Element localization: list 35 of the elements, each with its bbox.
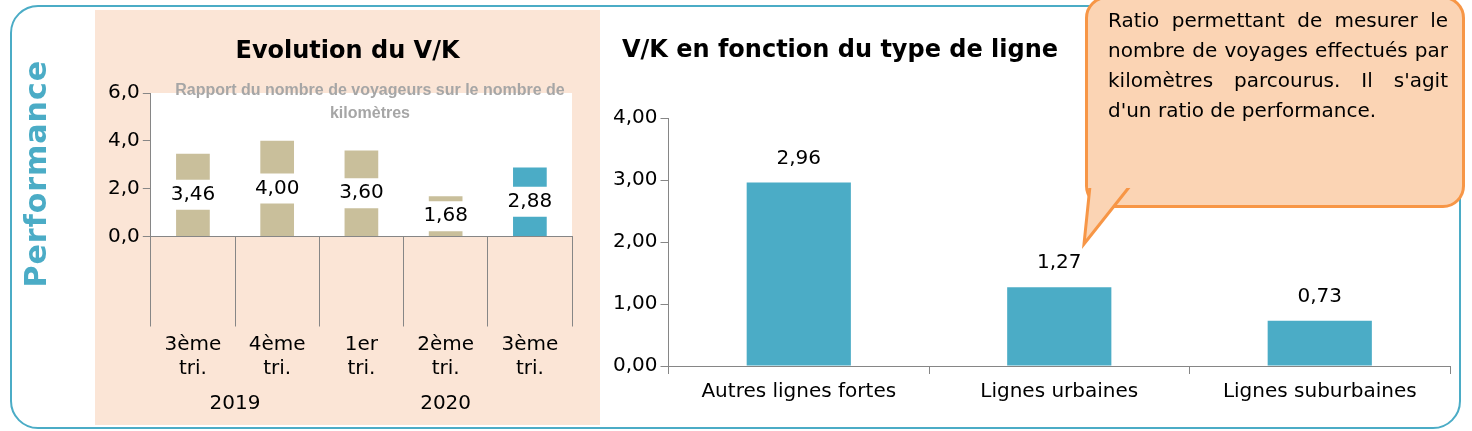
chart-title: V/K en fonction du type de ligne (620, 35, 1060, 63)
bar (1007, 287, 1112, 366)
x-tick-label: 4ème tri. (248, 330, 306, 379)
x-tick-label: 2ème tri. (417, 330, 475, 379)
bar (1267, 320, 1372, 366)
chart-title: Evolution du V/K (234, 36, 461, 64)
text: 2019 (208, 390, 262, 414)
data-label: 2,96 (776, 144, 822, 169)
annotation: Ratio permettant de mesurer le nombre de voyages effectués par kilomètres parcourus. Il s'agit d'un ratio de performance. (1108, 7, 1448, 124)
y-axis-title: Performance (17, 59, 53, 288)
data-label: 3,46 (170, 181, 216, 206)
data-label: 0,73 (1297, 282, 1343, 307)
y-tick-label: 2,00 (613, 228, 658, 253)
x-tick-label: 1er tri. (344, 330, 379, 379)
data-label: 3,60 (339, 179, 384, 204)
y-tick-label: 4,0 (107, 127, 140, 152)
x-tick-label: Autres lignes fortes (701, 378, 897, 403)
y-tick-label: 1,00 (613, 290, 658, 315)
x-tick-label: 3ème tri. (164, 330, 222, 379)
chart-subtitle: Rapport du nombre de voyageurs sur le nombre de kilomètres (175, 80, 565, 123)
bar (746, 182, 851, 366)
data-label: 2,88 (507, 188, 553, 213)
y-tick-label: 0,0 (107, 222, 140, 247)
x-tick-label: 3ème tri. (501, 330, 559, 379)
text: 2020 (419, 390, 473, 414)
y-tick-label: 0,00 (613, 352, 658, 377)
y-tick-label: 3,00 (613, 166, 658, 191)
data-label: 1,27 (1037, 249, 1082, 274)
x-tick-label: Lignes suburbaines (1222, 378, 1417, 403)
data-label: 1,68 (423, 202, 468, 227)
x-tick-label: Lignes urbaines (980, 378, 1139, 403)
y-tick-label: 6,0 (107, 79, 140, 104)
y-tick-label: 2,0 (107, 174, 140, 199)
data-label: 4,00 (254, 174, 300, 199)
y-tick-label: 4,00 (613, 104, 658, 129)
